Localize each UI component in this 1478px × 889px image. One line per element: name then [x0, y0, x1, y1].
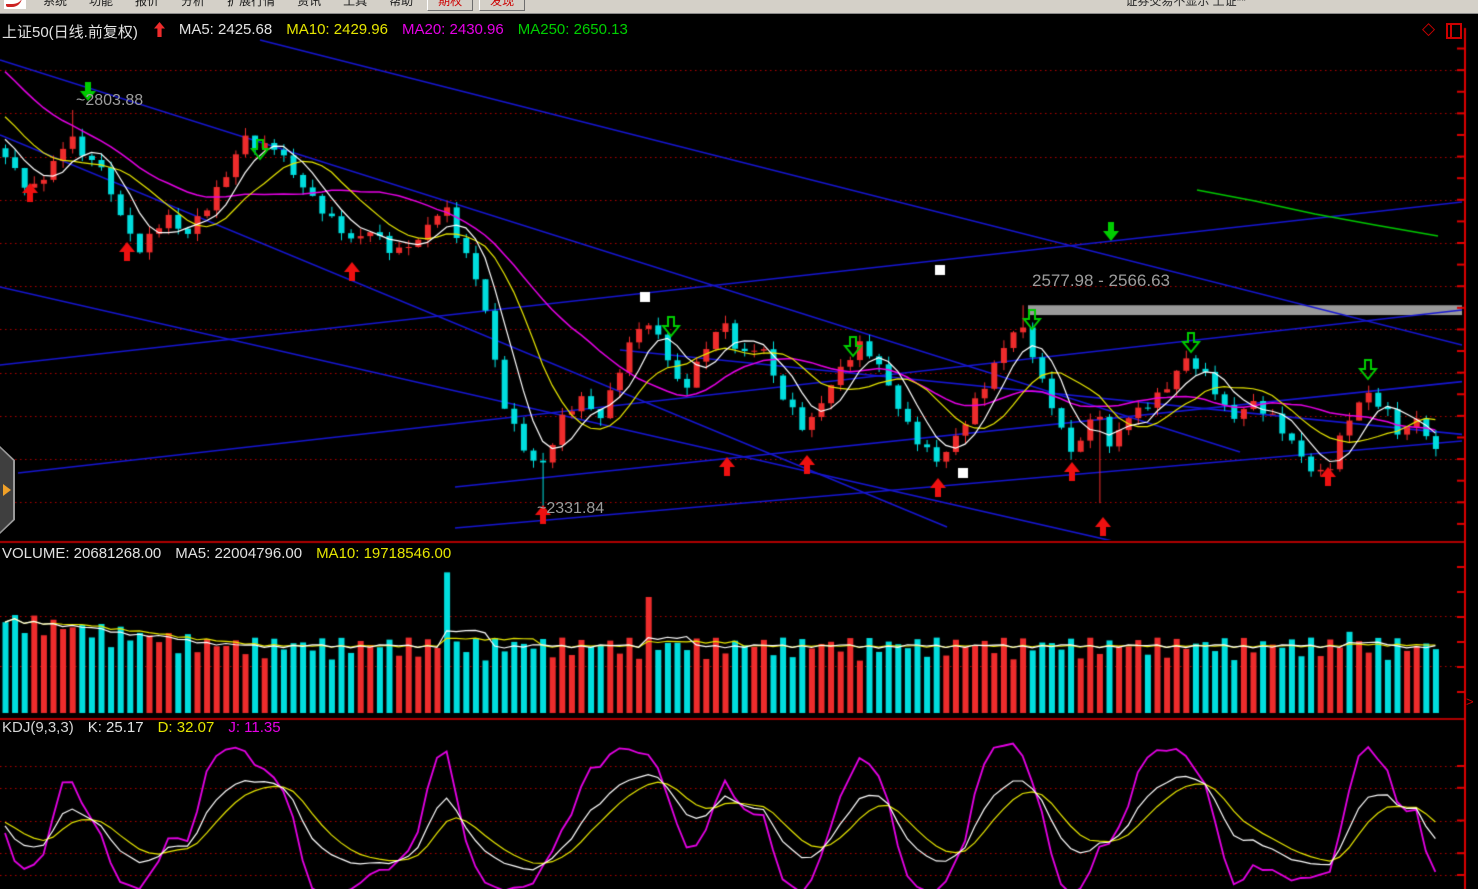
ma20-readout: MA20: 2430.96: [402, 21, 504, 38]
up-arrow-icon: [153, 22, 165, 42]
ma5-readout: MA5: 2425.68: [178, 21, 273, 38]
volume-pane-header: VOLUME: 20681268.00 MA5: 22004796.00 MA1…: [2, 545, 451, 562]
price-pane-header: 上证50(日线.前复权) MA5: 2425.68 MA10: 2429.96 …: [2, 21, 628, 42]
menu-button-options[interactable]: 期权: [427, 0, 474, 11]
menu-item-quotes[interactable]: 报价: [135, 0, 160, 8]
menu-item-extended-quotes[interactable]: 扩展行情: [227, 0, 276, 8]
menu-item-analysis[interactable]: 分析: [181, 0, 206, 8]
volume-readout: VOLUME: 20681268.00: [2, 545, 162, 562]
ma10-readout: MA10: 2429.96: [286, 21, 388, 38]
kdj-d-readout: D: 32.07: [157, 719, 215, 736]
resistance-band-annotation: 2577.98 - 2566.63: [1032, 271, 1171, 290]
high-price-annotation: ~2803.88: [76, 92, 144, 109]
volume-ma10-readout: MA10: 19718546.00: [316, 545, 452, 562]
expand-arrow-icon: [3, 484, 11, 496]
menu-item-system[interactable]: 系统: [43, 0, 68, 8]
menu-item-news[interactable]: 资讯: [297, 0, 322, 8]
window-icon[interactable]: [1446, 23, 1462, 39]
menu-right-status-text: 证券交易不显示 上证**: [1125, 0, 1246, 8]
sidebar-expand-handle[interactable]: [0, 446, 15, 534]
menu-item-tools[interactable]: 工具: [343, 0, 368, 8]
kdj-pane-header: KDJ(9,3,3) K: 25.17 D: 32.07 J: 11.35: [2, 719, 281, 736]
kdj-k-readout: K: 25.17: [87, 719, 144, 736]
ma250-readout: MA250: 2650.13: [517, 21, 628, 38]
kdj-j-readout: J: 11.35: [228, 719, 281, 736]
app-logo-icon[interactable]: [4, 0, 26, 9]
kdj-title: KDJ(9,3,3): [2, 719, 74, 736]
menu-item-function[interactable]: 功能: [89, 0, 114, 8]
axis-expand-icon[interactable]: >: [1466, 694, 1474, 709]
volume-ma5-readout: MA5: 22004796.00: [175, 545, 303, 562]
menu-bar: 系统 功能 报价 分析 扩展行情 资讯 工具 帮助 期权 发现 证券交易不显示 …: [0, 0, 1478, 14]
diamond-icon[interactable]: ◇: [1422, 19, 1436, 38]
low-price-annotation: ~2331.84: [537, 500, 605, 517]
menu-item-help[interactable]: 帮助: [389, 0, 414, 8]
menu-button-discover[interactable]: 发现: [479, 0, 526, 11]
chart-title: 上证50(日线.前复权): [2, 24, 138, 41]
